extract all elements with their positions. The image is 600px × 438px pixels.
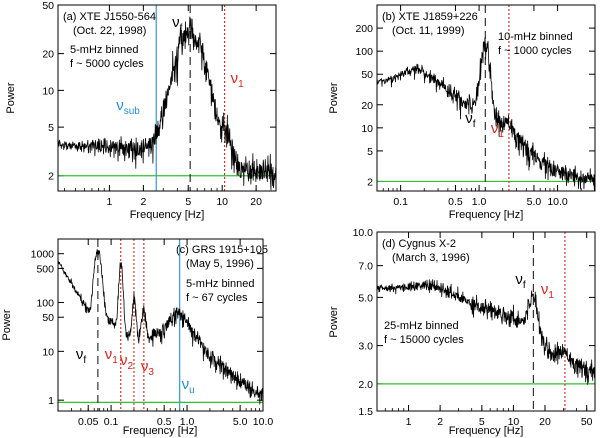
panel-a-ytick-label: 10 <box>42 85 54 97</box>
panel-d-ytick-label: 2.0 <box>358 379 373 391</box>
panel-c-title: (c) GRS 1915+105 <box>176 244 268 256</box>
panel-a-nu-label-2: νsub <box>116 97 140 117</box>
panel-d-frame-top <box>376 231 596 412</box>
panel-d-annotation-1: 25-mHz binned <box>384 320 459 332</box>
panel-a-subtitle: (Oct. 22, 1998) <box>73 25 146 37</box>
panel-b-ytick-label: 2 <box>367 176 373 188</box>
panel-b-series <box>376 37 596 191</box>
panel-d-ytick-label: 1.5 <box>358 406 373 418</box>
panel-b-xlabel: Frequency [Hz] <box>449 209 524 221</box>
panel-a-ytick-label: 5 <box>48 122 54 134</box>
panel-b-ytick-label: 100 <box>355 46 373 58</box>
panel-c-ytick-label: 50 <box>42 312 54 324</box>
panel-a: 1 2 5 10 20 2 5 10 20 50 νf ν1 νsub (a) XTE J1550-56… <box>5 0 277 221</box>
panel-d-nu-label-0: νf <box>515 271 526 291</box>
panel-c-nu-label-3: ν3 <box>141 358 155 378</box>
panel-b-subtitle: (Oct. 11, 1999) <box>392 25 465 37</box>
panel-c-ytick-label: 100 <box>36 298 54 310</box>
panel-b-title: (b) XTE J1859+226 <box>382 11 478 23</box>
panel-d-ylabel: Power <box>328 306 340 338</box>
panel-c-xtick-label: 0.05 <box>78 416 99 428</box>
panel-b-xtick-label: 1.0 <box>472 196 487 208</box>
panel-b-ytick-label: 20 <box>361 100 373 112</box>
panel-c-ytick-label: 500 <box>36 263 54 275</box>
panel-a-nu-label-1: ν1 <box>231 70 245 90</box>
panel-c-subtitle: (May 5, 1996) <box>186 258 254 270</box>
panel-b-ylabel: Power <box>328 82 340 114</box>
panel-d-subtitle: (March 3, 1996) <box>392 252 470 264</box>
panel-b-xtick-label: 5.0 <box>527 196 542 208</box>
panel-c-ytick-label: 1000 <box>31 249 55 261</box>
panel-b-xtick-label: 0.5 <box>448 196 463 208</box>
panel-c-frame-top <box>57 238 264 412</box>
panel-d: 1 2 5 10 20 50 1.5 2.0 3.0 5.0 7.0 10.0 νf ν1 (d) Cyg… <box>328 227 596 437</box>
panel-a-xtick-label: 2 <box>140 196 146 208</box>
panel-d-annotation-2: f ~ 15000 cycles <box>384 334 464 346</box>
panel-d-ytick-label: 5.0 <box>358 292 373 304</box>
panel-d-ytick-label: 10.0 <box>353 227 374 239</box>
panel-a-nu-label-0: νf <box>172 14 183 34</box>
panel-c-xtick-label: 1.0 <box>180 416 195 428</box>
panel-a-frame-top <box>57 4 277 192</box>
panel-d-xlabel: Frequency [Hz] <box>449 425 524 437</box>
panel-c-nu-label-0: νf <box>76 346 87 366</box>
panel-a-ytick-label: 50 <box>42 0 54 12</box>
panel-d-series <box>376 279 596 385</box>
panel-a-xtick-label: 1 <box>106 196 112 208</box>
panel-a-ytick-label: 20 <box>42 49 54 61</box>
panel-b-nu-label-1: ν1 <box>491 120 505 140</box>
panel-c-nu-label-2: ν2 <box>120 352 133 372</box>
panel-d-title: (d) Cygnus X-2 <box>382 238 456 250</box>
panel-b-frame-top <box>376 4 596 192</box>
panel-a-xtick-label: 20 <box>250 196 262 208</box>
panel-b-ytick-label: 50 <box>361 69 373 81</box>
panel-c-xtick-label: 0.1 <box>104 416 119 428</box>
panel-a-ytick-label: 2 <box>48 171 54 183</box>
panel-a-marks: 1 2 5 10 20 2 5 10 20 50 νf ν1 νsub <box>42 0 277 208</box>
panel-a-xtick-label: 5 <box>185 196 191 208</box>
panel-b-xtick-label: 10.0 <box>547 196 568 208</box>
panel-d-xtick-label: 2 <box>437 416 443 428</box>
panel-b-annotation-1: 10-mHz binned <box>498 31 573 43</box>
panel-b-marks: 0.1 0.5 1.0 5.0 10.0 2 5 10 20 50 100 200 νf ν1 <box>355 4 596 208</box>
panel-d-ytick-label: 7.0 <box>358 261 373 273</box>
panel-a-xlabel: Frequency [Hz] <box>130 209 205 221</box>
panel-d-xtick-label: 1 <box>406 416 412 428</box>
panel-a-xtick-label: 10 <box>216 196 228 208</box>
panel-a-series <box>57 16 277 191</box>
panel-c-ylabel: Power <box>1 309 13 341</box>
panel-c-annotation-1: 5-mHz binned <box>186 278 254 290</box>
panel-d-marks: 1 2 5 10 20 50 1.5 2.0 3.0 5.0 7.0 10.0 νf ν1 <box>353 227 596 428</box>
panel-a-annotation-1: 5-mHz binned <box>70 44 138 56</box>
panel-a-annotation-2: f ~ 5000 cycles <box>70 58 144 70</box>
panel-b-ytick-label: 200 <box>355 23 373 35</box>
panel-c-nu-label-1: ν1 <box>105 346 119 366</box>
panel-d-ytick-label: 3.0 <box>358 341 373 353</box>
panel-d-xtick-label: 5 <box>479 416 485 428</box>
panel-b-annotation-2: f ~ 1000 cycles <box>498 45 572 57</box>
panel-b-xtick-label: 0.1 <box>393 196 408 208</box>
panel-c-xtick-label: 0.5 <box>157 416 172 428</box>
panel-c-ytick-label: 10 <box>42 346 54 358</box>
panel-d-nu-label-1: ν1 <box>541 281 555 301</box>
panel-b-ytick-label: 10 <box>361 123 373 135</box>
panel-d-xtick-label: 50 <box>581 416 593 428</box>
panel-d-xtick-label: 20 <box>539 416 551 428</box>
panel-c-xlabel: Frequency [Hz] <box>123 425 198 437</box>
panel-b-ytick-label: 5 <box>367 146 373 158</box>
panel-a-ylabel: Power <box>5 82 17 114</box>
panel-c-annotation-2: f ~ 67 cycles <box>186 292 248 304</box>
panel-c-series <box>57 249 264 405</box>
panel-c-xtick-label: 5.0 <box>233 416 248 428</box>
panel-d-xtick-label: 10 <box>508 416 520 428</box>
panel-c-ytick-label: 1 <box>48 395 54 407</box>
panel-a-title: (a) XTE J1550-564 <box>63 11 156 23</box>
panel-c-xtick-label: 10.0 <box>253 416 274 428</box>
panel-b-nu-label-0: νf <box>465 110 476 130</box>
panel-c-nu-label-4: νu <box>182 376 195 396</box>
panel-b: 0.1 0.5 1.0 5.0 10.0 2 5 10 20 50 100 200 νf ν1 (b) X… <box>328 4 596 221</box>
